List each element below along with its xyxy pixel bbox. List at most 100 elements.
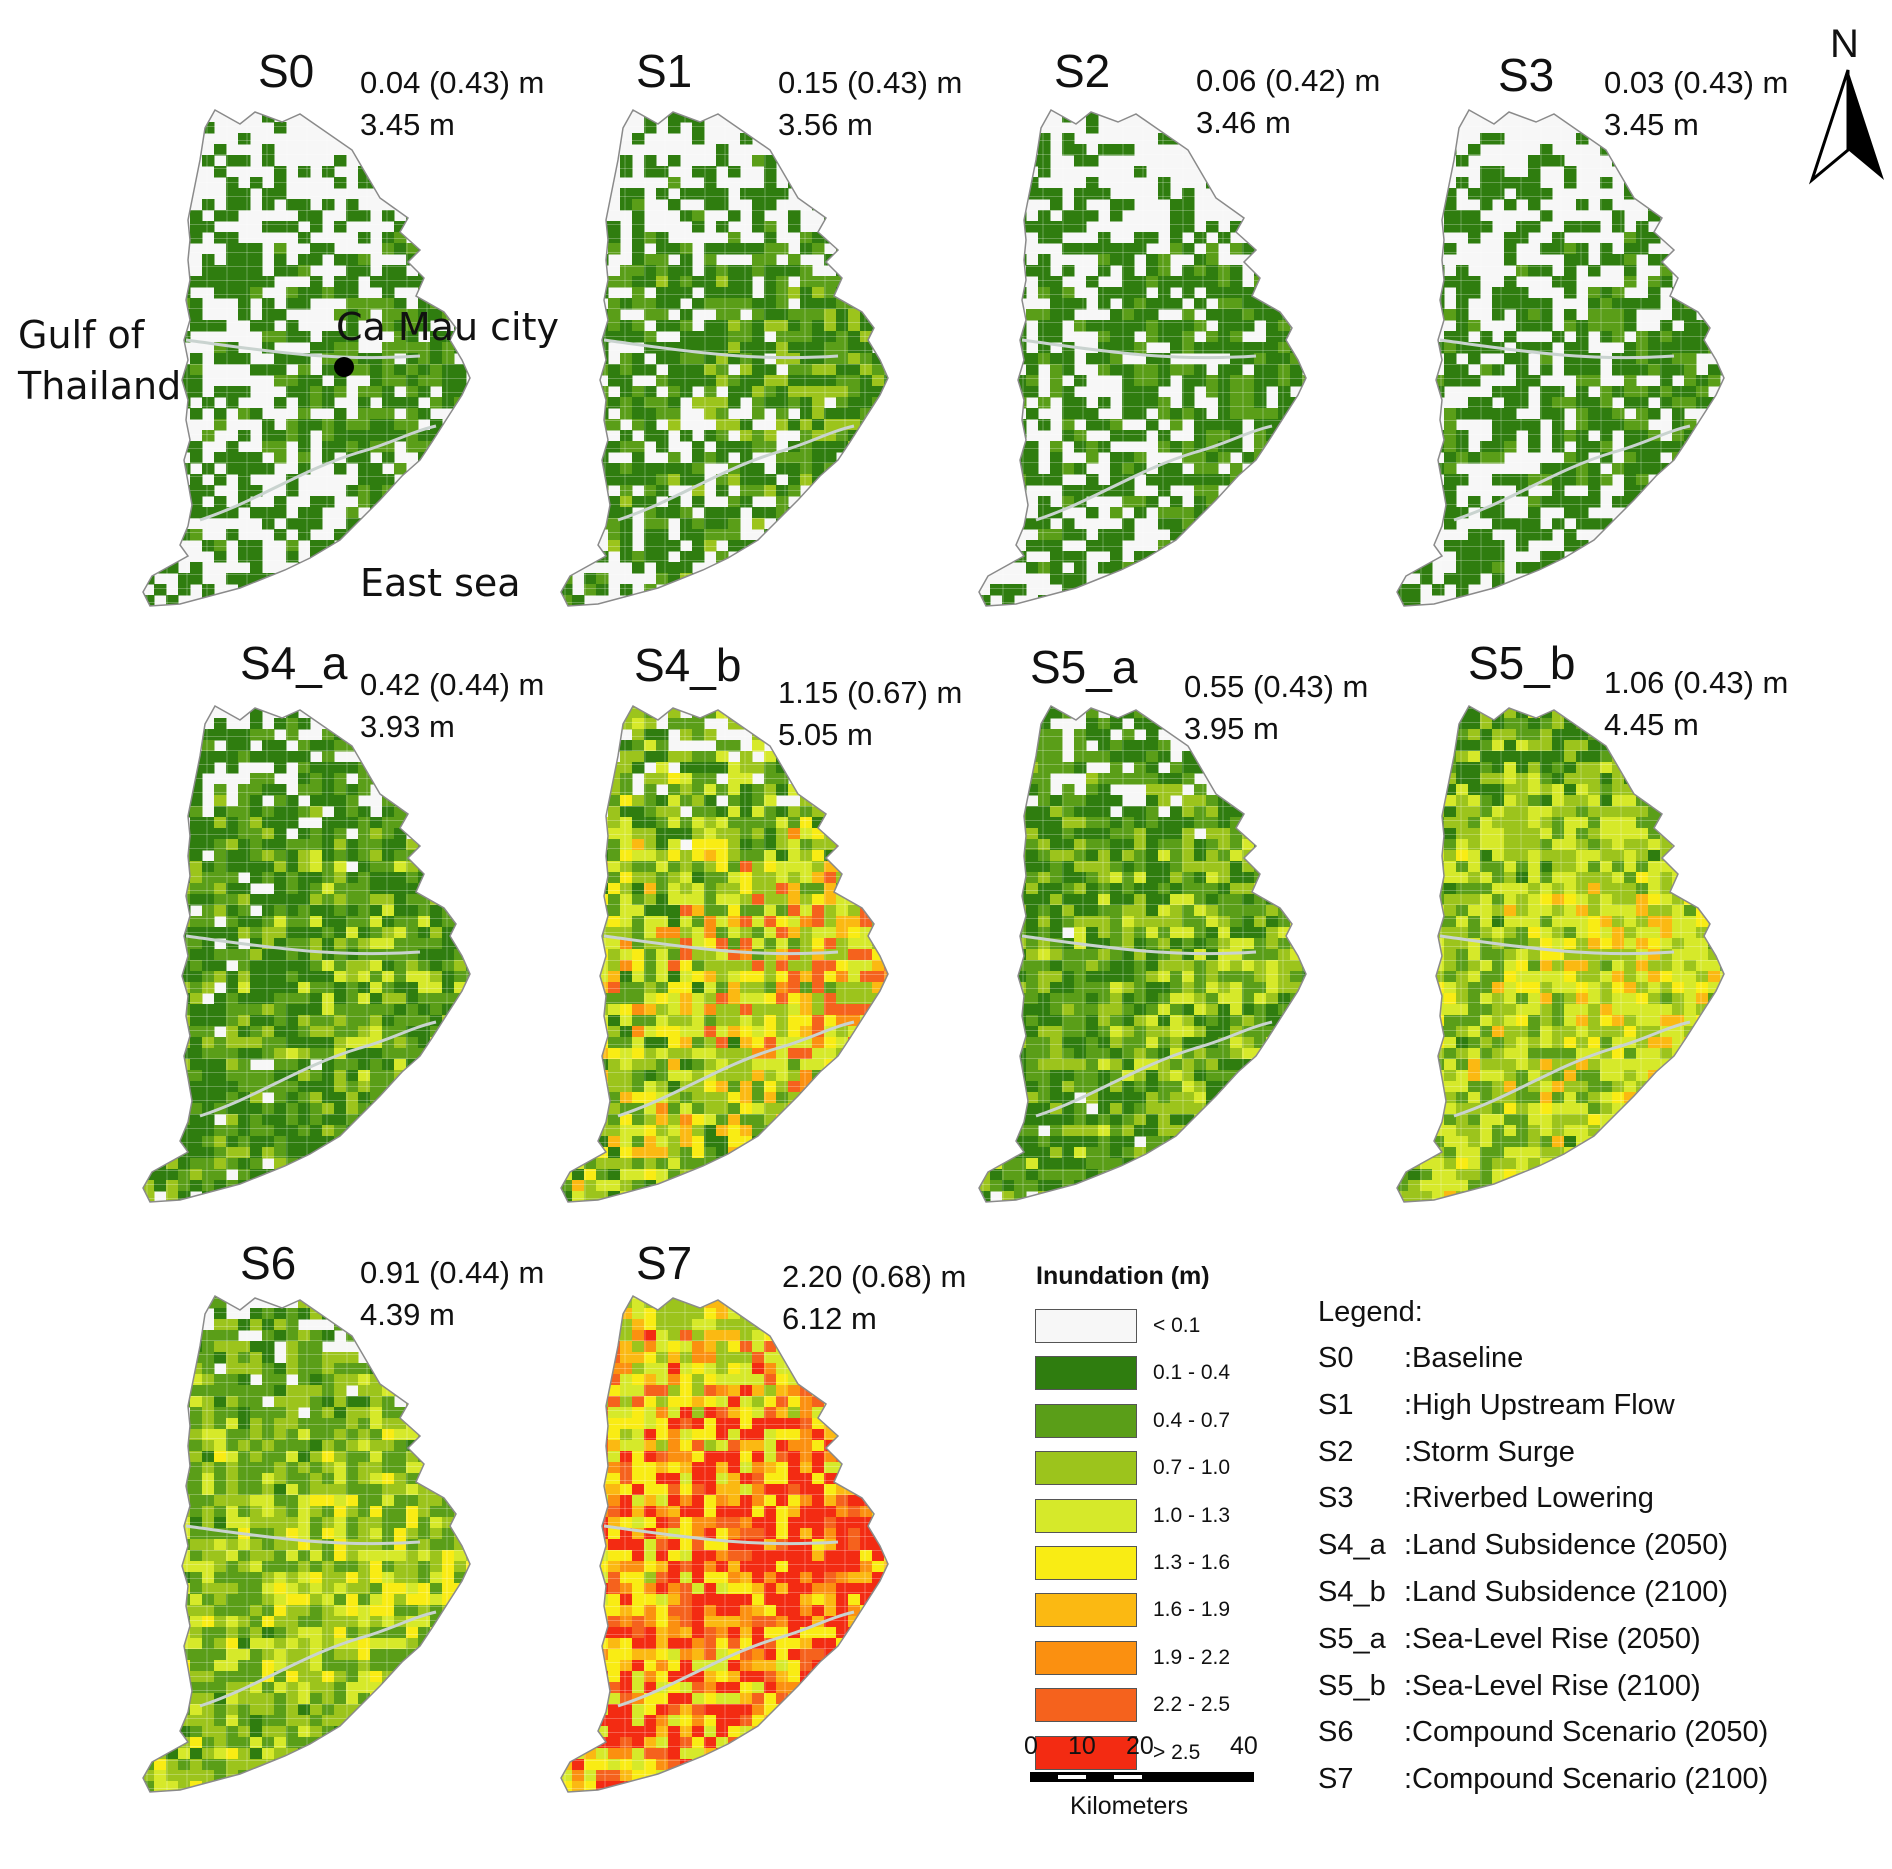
legend-class-1: 0.1 - 0.4 xyxy=(1035,1355,1230,1391)
scenario-code: S7 xyxy=(1318,1763,1354,1796)
legend-class-0: < 0.1 xyxy=(1035,1308,1200,1344)
legend-label: 1.3 - 1.6 xyxy=(1153,1551,1231,1574)
scenario-name: :Sea-Level Rise (2100) xyxy=(1404,1669,1701,1702)
scenario-item-s4b: S4_b :Land Subsidence (2100) xyxy=(1318,1576,1728,1616)
map-panel-s5a xyxy=(978,705,1307,1203)
city-marker-icon xyxy=(334,357,354,377)
scenario-item-s3: S3 :Riverbed Lowering xyxy=(1318,1482,1654,1522)
map-panel-s4b xyxy=(560,705,889,1203)
panel-stats-s7: 2.20 (0.68) m 6.12 m xyxy=(782,1259,967,1336)
scenario-item-s2: S2 :Storm Surge xyxy=(1318,1436,1575,1476)
legend-swatch xyxy=(1035,1356,1137,1391)
scenario-name: :Land Subsidence (2050) xyxy=(1404,1529,1729,1562)
legend-class-3: 0.7 - 1.0 xyxy=(1035,1450,1230,1486)
legend-class-8: 2.2 - 2.5 xyxy=(1035,1687,1230,1723)
annotation-gulf: Gulf of Thailand xyxy=(18,313,182,409)
legend-class-6: 1.6 - 1.9 xyxy=(1035,1592,1230,1628)
legend-label: 2.2 - 2.5 xyxy=(1153,1693,1231,1717)
scenario-name: :Land Subsidence (2100) xyxy=(1404,1576,1729,1608)
scale-tick-10: 10 xyxy=(1068,1732,1096,1760)
scenario-code: S0 xyxy=(1318,1342,1354,1374)
scenario-code: S5_b xyxy=(1318,1669,1386,1702)
legend-class-9: > 2.5 xyxy=(1035,1735,1200,1771)
scenario-code: S6 xyxy=(1318,1716,1354,1749)
scenario-code: S1 xyxy=(1318,1388,1354,1421)
legend-swatch xyxy=(1035,1498,1137,1533)
annotation-city: Ca Mau city xyxy=(336,305,559,349)
panel-label-s4b: S4_b xyxy=(634,639,742,691)
legend-label: 1.9 - 2.2 xyxy=(1153,1645,1231,1669)
scenario-item-s5b: S5_b :Sea-Level Rise (2100) xyxy=(1318,1670,1701,1710)
legend-swatch xyxy=(1035,1593,1137,1628)
legend-class-2: 0.4 - 0.7 xyxy=(1035,1403,1230,1439)
scenario-code: S3 xyxy=(1318,1482,1354,1515)
legend-label: 1.6 - 1.9 xyxy=(1153,1598,1231,1622)
legend-swatch xyxy=(1035,1403,1137,1438)
scenario-code: S4_a xyxy=(1318,1529,1386,1562)
panel-label-s4a: S4_a xyxy=(240,637,348,689)
legend-label: 0.4 - 0.7 xyxy=(1153,1408,1231,1432)
panel-label-s5b: S5_b xyxy=(1468,637,1576,689)
legend-label: 0.1 - 0.4 xyxy=(1153,1361,1231,1385)
scenario-item-s1: S1 :High Upstream Flow xyxy=(1318,1389,1675,1429)
legend-label: 0.7 - 1.0 xyxy=(1153,1456,1231,1480)
scenario-name: :Sea-Level Rise (2050) xyxy=(1404,1622,1701,1655)
scenario-name: :Compound Scenario (2050) xyxy=(1404,1716,1769,1749)
panel-stats-s6: 0.91 (0.44) m 4.39 m xyxy=(360,1255,545,1332)
legend-class-4: 1.0 - 1.3 xyxy=(1035,1498,1230,1534)
panel-stats-s4b: 1.15 (0.67) m 5.05 m xyxy=(778,675,963,752)
scenario-name: :Riverbed Lowering xyxy=(1404,1482,1654,1515)
panel-stats-s3: 0.03 (0.43) m 3.45 m xyxy=(1604,65,1789,142)
legend-title: Inundation (m) xyxy=(1036,1262,1210,1290)
panel-label-s1: S1 xyxy=(636,45,693,97)
legend-class-5: 1.3 - 1.6 xyxy=(1035,1545,1230,1581)
scale-tick-20: 20 xyxy=(1126,1732,1154,1760)
north-arrow-icon xyxy=(1808,69,1884,185)
scenario-code: S5_a xyxy=(1318,1622,1386,1655)
legend-label: > 2.5 xyxy=(1153,1740,1201,1764)
legend-swatch xyxy=(1035,1688,1137,1723)
legend-swatch xyxy=(1035,1309,1137,1343)
scenario-item-s0: S0 :Baseline xyxy=(1318,1342,1523,1382)
legend-swatch xyxy=(1035,1451,1137,1486)
panel-label-s3: S3 xyxy=(1498,49,1555,101)
panel-stats-s5b: 1.06 (0.43) m 4.45 m xyxy=(1604,665,1789,742)
map-panel-s3 xyxy=(1396,109,1725,607)
panel-label-s5a: S5_a xyxy=(1030,641,1138,693)
legend-swatch xyxy=(1035,1640,1137,1675)
scenario-item-s4a: S4_a :Land Subsidence (2050) xyxy=(1318,1529,1728,1569)
panel-stats-s1: 0.15 (0.43) m 3.56 m xyxy=(778,65,963,142)
panel-label-s7: S7 xyxy=(636,1237,693,1289)
map-panel-s6 xyxy=(142,1295,471,1793)
legend-label: < 0.1 xyxy=(1153,1314,1201,1337)
map-panel-s7 xyxy=(560,1295,889,1793)
panel-label-s0: S0 xyxy=(258,45,315,97)
scenario-code: S4_b xyxy=(1318,1576,1386,1608)
map-panel-s2 xyxy=(978,109,1307,607)
scenario-legend-heading: Legend: xyxy=(1318,1296,1423,1328)
panel-stats-s5a: 0.55 (0.43) m 3.95 m xyxy=(1184,669,1369,746)
panel-stats-s2: 0.06 (0.42) m 3.46 m xyxy=(1196,63,1381,140)
scale-bar: 0 10 20 40 xyxy=(1024,1732,1258,1786)
scenario-name: :Baseline xyxy=(1404,1342,1524,1374)
panel-stats-s0: 0.04 (0.43) m 3.45 m xyxy=(360,65,545,142)
scenario-name: :Storm Surge xyxy=(1404,1435,1575,1468)
scenario-item-s7: S7:Compound Scenario (2100) xyxy=(1318,1763,1768,1803)
legend-swatch xyxy=(1035,1735,1137,1770)
scenario-code: S2 xyxy=(1318,1435,1354,1468)
scale-unit: Kilometers xyxy=(1070,1792,1189,1820)
map-panel-s1 xyxy=(560,109,889,607)
panel-label-s6: S6 xyxy=(240,1237,297,1289)
panel-stats-s4a: 0.42 (0.44) m 3.93 m xyxy=(360,667,545,744)
panel-label-s2: S2 xyxy=(1054,45,1111,97)
map-panel-s4a xyxy=(142,705,471,1203)
legend-label: 1.0 - 1.3 xyxy=(1153,1503,1231,1527)
scenario-name: :High Upstream Flow xyxy=(1404,1388,1675,1421)
north-label: N xyxy=(1830,22,1859,66)
scenario-item-s6: S6 :Compound Scenario (2050) xyxy=(1318,1716,1768,1756)
scale-tick-40: 40 xyxy=(1230,1732,1258,1760)
scenario-item-s5a: S5_a :Sea-Level Rise (2050) xyxy=(1318,1623,1701,1663)
legend-class-7: 1.9 - 2.2 xyxy=(1035,1640,1230,1676)
annotation-sea: East sea xyxy=(360,561,521,605)
